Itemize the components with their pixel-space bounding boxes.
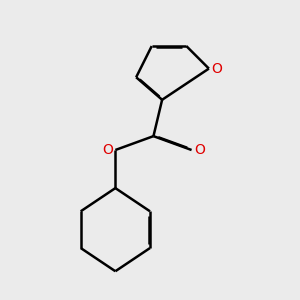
Text: O: O <box>194 143 205 157</box>
Text: O: O <box>211 61 222 76</box>
Text: O: O <box>102 143 113 157</box>
